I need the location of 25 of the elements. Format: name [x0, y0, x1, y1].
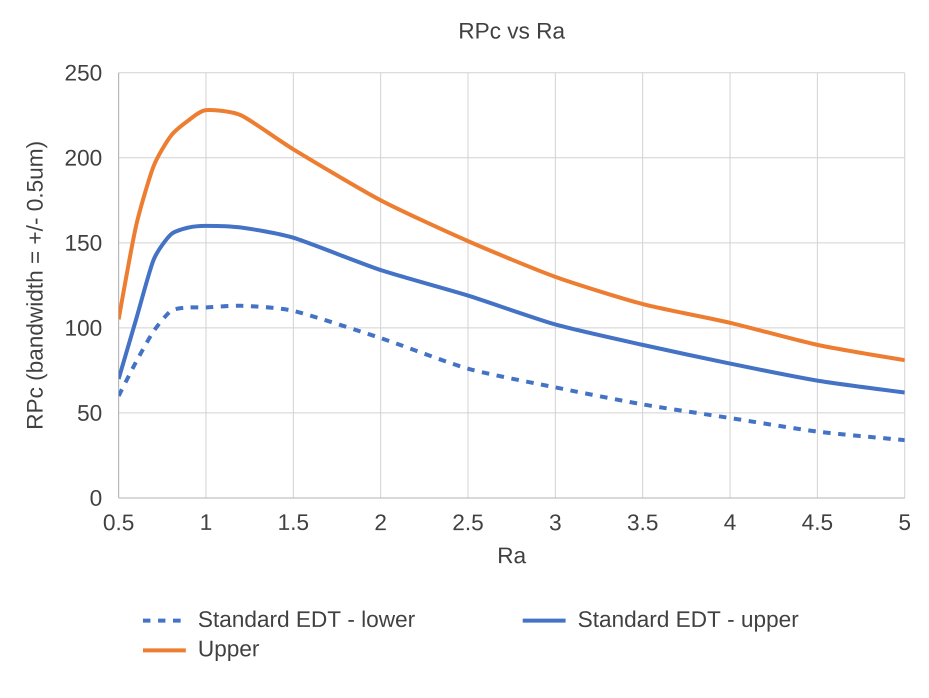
legend-label: Standard EDT - upper [578, 610, 798, 632]
x-tick-label: 3 [550, 514, 561, 530]
y-tick-label: 100 [66, 320, 102, 336]
x-tick-label: 4.5 [802, 514, 832, 530]
x-tick-label: 0.5 [104, 514, 134, 530]
x-tick-label: 2 [376, 514, 386, 530]
legend-label: Upper [200, 640, 260, 661]
x-tick-label: 3.5 [628, 514, 658, 530]
line-series [118, 224, 905, 394]
x-axis-title: Ra [499, 548, 526, 564]
x-tick-label: 1 [201, 514, 212, 530]
x-tick-label: 1.5 [279, 514, 308, 530]
x-tick-label: 2.5 [453, 514, 483, 530]
x-tick-label: 5 [899, 514, 910, 530]
y-tick-label: 250 [66, 64, 102, 81]
line-series [118, 304, 905, 442]
y-tick-label: 200 [66, 150, 102, 166]
y-tick-label: 150 [66, 234, 102, 251]
line-series [118, 108, 905, 362]
chart-title: RPc vs Ra [460, 22, 566, 39]
y-tick-label: 50 [78, 404, 102, 421]
y-axis-title: RPc (bandwidth = +/- 0.5um) [26, 142, 48, 428]
y-tick-label: 0 [90, 490, 102, 506]
legend-label: Standard EDT - lower [198, 610, 415, 628]
x-tick-label: 4 [724, 514, 736, 530]
